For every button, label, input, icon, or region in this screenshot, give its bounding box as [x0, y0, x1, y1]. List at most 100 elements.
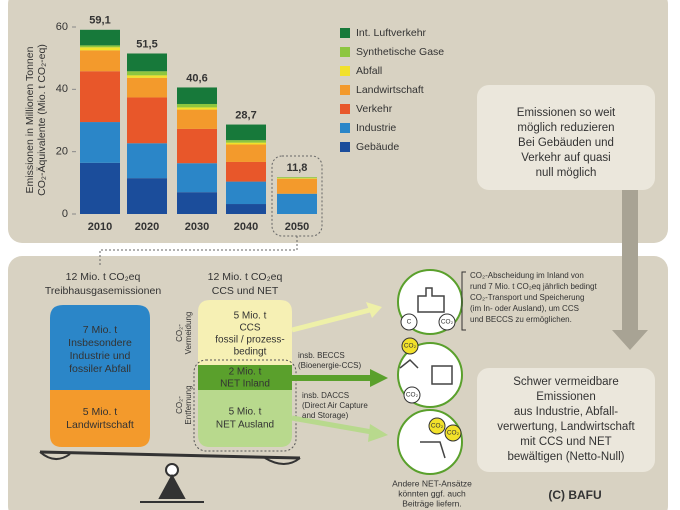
legend-swatch: [340, 142, 350, 152]
hard-box: verwertung, Landwirtschaft: [497, 421, 635, 433]
ccs-box: fossil / prozess-: [215, 335, 284, 346]
icon-badge: [438, 313, 456, 331]
total-label: 51,5: [136, 38, 157, 50]
hard-box: bewältigen (Netto-Null): [508, 451, 625, 463]
y-axis-label: CO₂-Äquivalente (Mio. t CO₂-eq): [36, 44, 48, 196]
transport-note: (im In- oder Ausland), um CCS: [470, 304, 579, 313]
beccs-label: insb. BECCS: [298, 351, 345, 360]
bar-segment: [226, 204, 266, 214]
icon-badge: [400, 313, 418, 331]
bar-segment: [177, 103, 217, 108]
icon-label: CO₂: [441, 319, 454, 326]
hard-box: [477, 368, 655, 472]
arrow-head: [370, 369, 388, 387]
arrow-ccs: [291, 307, 371, 333]
bar-segment: [177, 109, 217, 129]
net-inland: [198, 365, 292, 390]
bar-segment: [226, 140, 266, 143]
balance-pans: [39, 451, 301, 465]
bar-segment: [277, 178, 317, 179]
bar-segment: [80, 50, 120, 72]
x-tick-label: 2010: [88, 221, 112, 233]
emissions-orange: 5 Mio. t: [83, 406, 118, 418]
legend-label: Abfall: [356, 65, 382, 77]
bar-segment: [177, 87, 217, 104]
arrow-head: [366, 302, 382, 318]
transport-note: und BECCS zu ermöglichen.: [470, 315, 572, 324]
other-net-note: Andere NET-Ansätze: [392, 478, 472, 488]
ccs-box: bedingt: [234, 347, 267, 358]
bar-segment: [127, 97, 167, 144]
y-tick-label: 40: [56, 83, 68, 95]
bar-segment: [80, 122, 120, 163]
legend-swatch: [340, 47, 350, 57]
total-label: 28,7: [235, 109, 256, 121]
legend-label: Landwirtschaft: [356, 84, 424, 96]
bar-segment: [277, 177, 317, 179]
legend-swatch: [340, 85, 350, 95]
reduce-box: Bei Gebäuden und: [518, 137, 614, 149]
total-label: 11,8: [287, 162, 308, 174]
arrow-daccs: [291, 415, 373, 435]
reduce-box: möglich reduzieren: [517, 122, 614, 134]
bar-segment: [80, 47, 120, 51]
removal-label: Entfernung: [184, 385, 193, 424]
removal-heading: CCS und NET: [212, 285, 279, 297]
bar-segment: [80, 162, 120, 214]
legend-swatch: [340, 123, 350, 133]
icon-badge: [428, 417, 446, 435]
ccs-box: CCS: [239, 323, 260, 334]
avoidance-label: Vermeidung: [184, 312, 193, 355]
net-inland: NET Inland: [220, 379, 270, 390]
arrow-head: [368, 424, 388, 442]
transport-note: CO₂-Transport und Speicherung: [470, 293, 584, 302]
bar-segment: [177, 192, 217, 214]
legend-swatch: [340, 28, 350, 38]
icon-badge: [403, 386, 421, 404]
bar-segment: [177, 107, 217, 110]
icon-label: CO₂: [431, 423, 444, 430]
removal-label: CO₂-: [175, 396, 184, 414]
icon-badge: [444, 424, 462, 442]
avoidance-label: CO₂-: [175, 324, 184, 342]
hard-box: aus Industrie, Abfall-: [514, 406, 618, 418]
emissions-heading: Treibhausgasemissionen: [45, 285, 162, 297]
emissions-blue: Industrie und: [70, 350, 131, 362]
net-inland: 2 Mio. t: [229, 367, 262, 378]
emissions-blue: Insbesondere: [68, 337, 132, 349]
icon-label: CO₂: [404, 343, 417, 350]
daccs-label: insb. DACCS: [302, 391, 349, 400]
icon-drawings: [399, 287, 453, 459]
transport-note: rund 7 Mio. t CO₂eq jährlich bedingt: [470, 282, 598, 291]
emissions-blue: fossiler Abfall: [69, 363, 131, 375]
x-tick-label: 2040: [234, 221, 258, 233]
hard-box: Schwer vermeidbare: [513, 376, 618, 388]
credit: (C) BAFU: [548, 488, 601, 502]
bar-segment: [127, 75, 167, 78]
legend-label: Int. Luftverkehr: [356, 27, 427, 39]
bar-segment: [127, 178, 167, 214]
emissions-heading: 12 Mio. t CO₂eq: [66, 271, 141, 283]
icon-label: CO₂: [406, 392, 419, 399]
legend-label: Industrie: [356, 122, 396, 134]
bar-segment: [127, 77, 167, 98]
balance-beam: [39, 450, 301, 460]
bar-segment: [127, 71, 167, 76]
reduce-box: Verkehr auf quasi: [521, 152, 611, 164]
down-arrow: [612, 190, 648, 350]
daccs-label: and Storage): [302, 411, 349, 420]
reduce-box: null möglich: [536, 167, 597, 179]
bar-segment: [177, 128, 217, 164]
total-label: 59,1: [89, 15, 110, 27]
x-tick-label: 2050: [285, 221, 309, 233]
bar-segment: [226, 124, 266, 141]
bar-segment: [127, 143, 167, 179]
bar-segment: [226, 181, 266, 205]
other-net-note: könnten ggf. auch: [398, 488, 466, 498]
icon-badge: [401, 337, 419, 355]
bar-segment: [226, 144, 266, 162]
x-tick-label: 2030: [185, 221, 209, 233]
y-axis-label: Emissionen in Millionen Tonnen: [24, 46, 36, 193]
legend-label: Gebäude: [356, 141, 399, 153]
